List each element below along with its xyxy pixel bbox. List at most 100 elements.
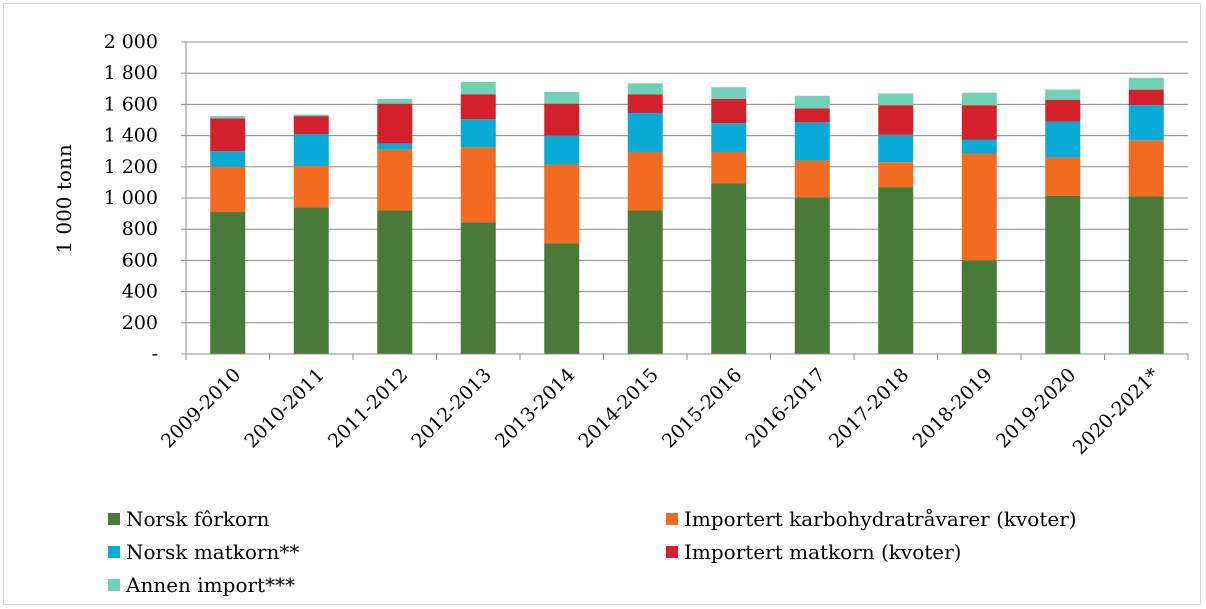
bar-segment — [1128, 77, 1164, 90]
bar-segment — [1128, 140, 1164, 197]
bar-segment — [794, 95, 830, 109]
bar-segment — [711, 183, 747, 354]
bar-segment — [878, 162, 914, 188]
bar-segment — [1128, 89, 1164, 106]
bar-segment — [544, 103, 580, 136]
bar-segment — [1128, 196, 1164, 354]
bar-segment — [544, 243, 580, 354]
x-tick-label: 2018-2019 — [908, 364, 996, 452]
legend-label: Annen import*** — [126, 573, 296, 597]
bar-segment — [794, 160, 830, 198]
x-tick-label: 2020-2021* — [1069, 364, 1165, 460]
y-tick-label: 1 200 — [104, 156, 158, 178]
bar-segment — [377, 98, 413, 104]
bar-segment — [1045, 157, 1081, 196]
bar-segment — [794, 108, 830, 123]
bar-segment — [460, 94, 496, 120]
y-tick-label: 1 400 — [104, 125, 158, 147]
legend-swatch — [108, 579, 120, 591]
bar-segment — [210, 116, 246, 119]
bar-segment — [794, 122, 830, 161]
legend-item-norsk-forkorn: Norsk fôrkorn — [108, 507, 269, 531]
x-tick-label: 2014-2015 — [574, 364, 662, 452]
y-tick-label: 1 800 — [104, 62, 158, 84]
bar-segment — [293, 166, 329, 208]
x-tick-label: 2015-2016 — [658, 364, 746, 452]
legend-swatch — [108, 546, 120, 558]
bar-segment — [627, 112, 663, 152]
bar-segment — [1045, 89, 1081, 100]
bars — [210, 77, 1164, 354]
bar-segment — [293, 116, 329, 135]
gridlines — [186, 41, 1188, 324]
bar-segment — [711, 151, 747, 184]
y-tick-label: 1 600 — [104, 93, 158, 115]
y-tick-label: 600 — [122, 249, 158, 271]
bar-segment — [210, 212, 246, 354]
bar-segment — [210, 151, 246, 167]
legend-swatch — [666, 546, 678, 558]
bar-segment — [377, 143, 413, 150]
bar-segment — [1128, 105, 1164, 141]
bar-segment — [627, 210, 663, 354]
bar-segment — [460, 119, 496, 148]
bar-segment — [460, 81, 496, 95]
x-tick-label: 2016-2017 — [741, 364, 829, 452]
bar-segment — [544, 91, 580, 104]
y-tick-label: 400 — [122, 281, 158, 303]
legend-label: Importert matkorn (kvoter) — [684, 540, 962, 564]
bar-segment — [293, 207, 329, 354]
legend-item-annen-import: Annen import*** — [108, 573, 295, 597]
bar-segment — [210, 166, 246, 213]
bar-segment — [210, 118, 246, 152]
x-tick-label: 2011-2012 — [324, 364, 412, 452]
x-tick-label: 2013-2014 — [491, 364, 579, 452]
bar-segment — [544, 164, 580, 244]
legend-swatch — [666, 513, 678, 525]
bar-segment — [794, 197, 830, 354]
bar-segment — [293, 134, 329, 167]
y-tick-label: - — [152, 343, 158, 365]
bar-segment — [711, 98, 747, 124]
bar-segment — [878, 134, 914, 163]
legend-item-importert-karbohydrat: Importert karbohydratråvarer (kvoter) — [666, 507, 1077, 531]
y-tick-label: 800 — [122, 218, 158, 240]
y-axis-label: 1 000 tonn — [52, 144, 76, 254]
bar-segment — [711, 123, 747, 152]
y-tick-label: 1 000 — [104, 187, 158, 209]
bar-segment — [627, 151, 663, 211]
bar-segment — [377, 149, 413, 211]
bar-segment — [878, 93, 914, 106]
bar-segment — [878, 187, 914, 354]
bar-segment — [961, 92, 997, 106]
bar-segment — [460, 222, 496, 354]
bar-segment — [711, 87, 747, 99]
legend-item-importert-matkorn: Importert matkorn (kvoter) — [666, 540, 961, 564]
bar-segment — [1045, 121, 1081, 158]
bar-segment — [1045, 195, 1081, 354]
bar-segment — [961, 139, 997, 154]
bar-segment — [627, 94, 663, 113]
bar-segment — [878, 105, 914, 135]
bar-segment — [377, 210, 413, 354]
chart-frame — [3, 3, 1201, 605]
legend-label: Norsk fôrkorn — [126, 507, 270, 531]
x-tick-label: 2009-2010 — [157, 364, 245, 452]
legend-swatch — [108, 513, 120, 525]
bar-segment — [460, 147, 496, 223]
legend-label: Norsk matkorn** — [126, 540, 300, 564]
x-tick-label: 2012-2013 — [407, 364, 495, 452]
legend-item-norsk-matkorn: Norsk matkorn** — [108, 540, 299, 564]
bar-segment — [293, 114, 329, 117]
x-tick-label: 2019-2020 — [992, 364, 1080, 452]
bar-segment — [961, 153, 997, 261]
y-tick-label: 200 — [122, 312, 158, 334]
bar-segment — [627, 83, 663, 95]
x-tick-label: 2010-2011 — [240, 364, 328, 452]
bar-segment — [1045, 99, 1081, 122]
bar-segment — [961, 105, 997, 140]
legend-label: Importert karbohydratråvarer (kvoter) — [684, 507, 1077, 531]
bar-segment — [377, 103, 413, 144]
bar-segment — [961, 260, 997, 354]
bar-segment — [544, 135, 580, 165]
